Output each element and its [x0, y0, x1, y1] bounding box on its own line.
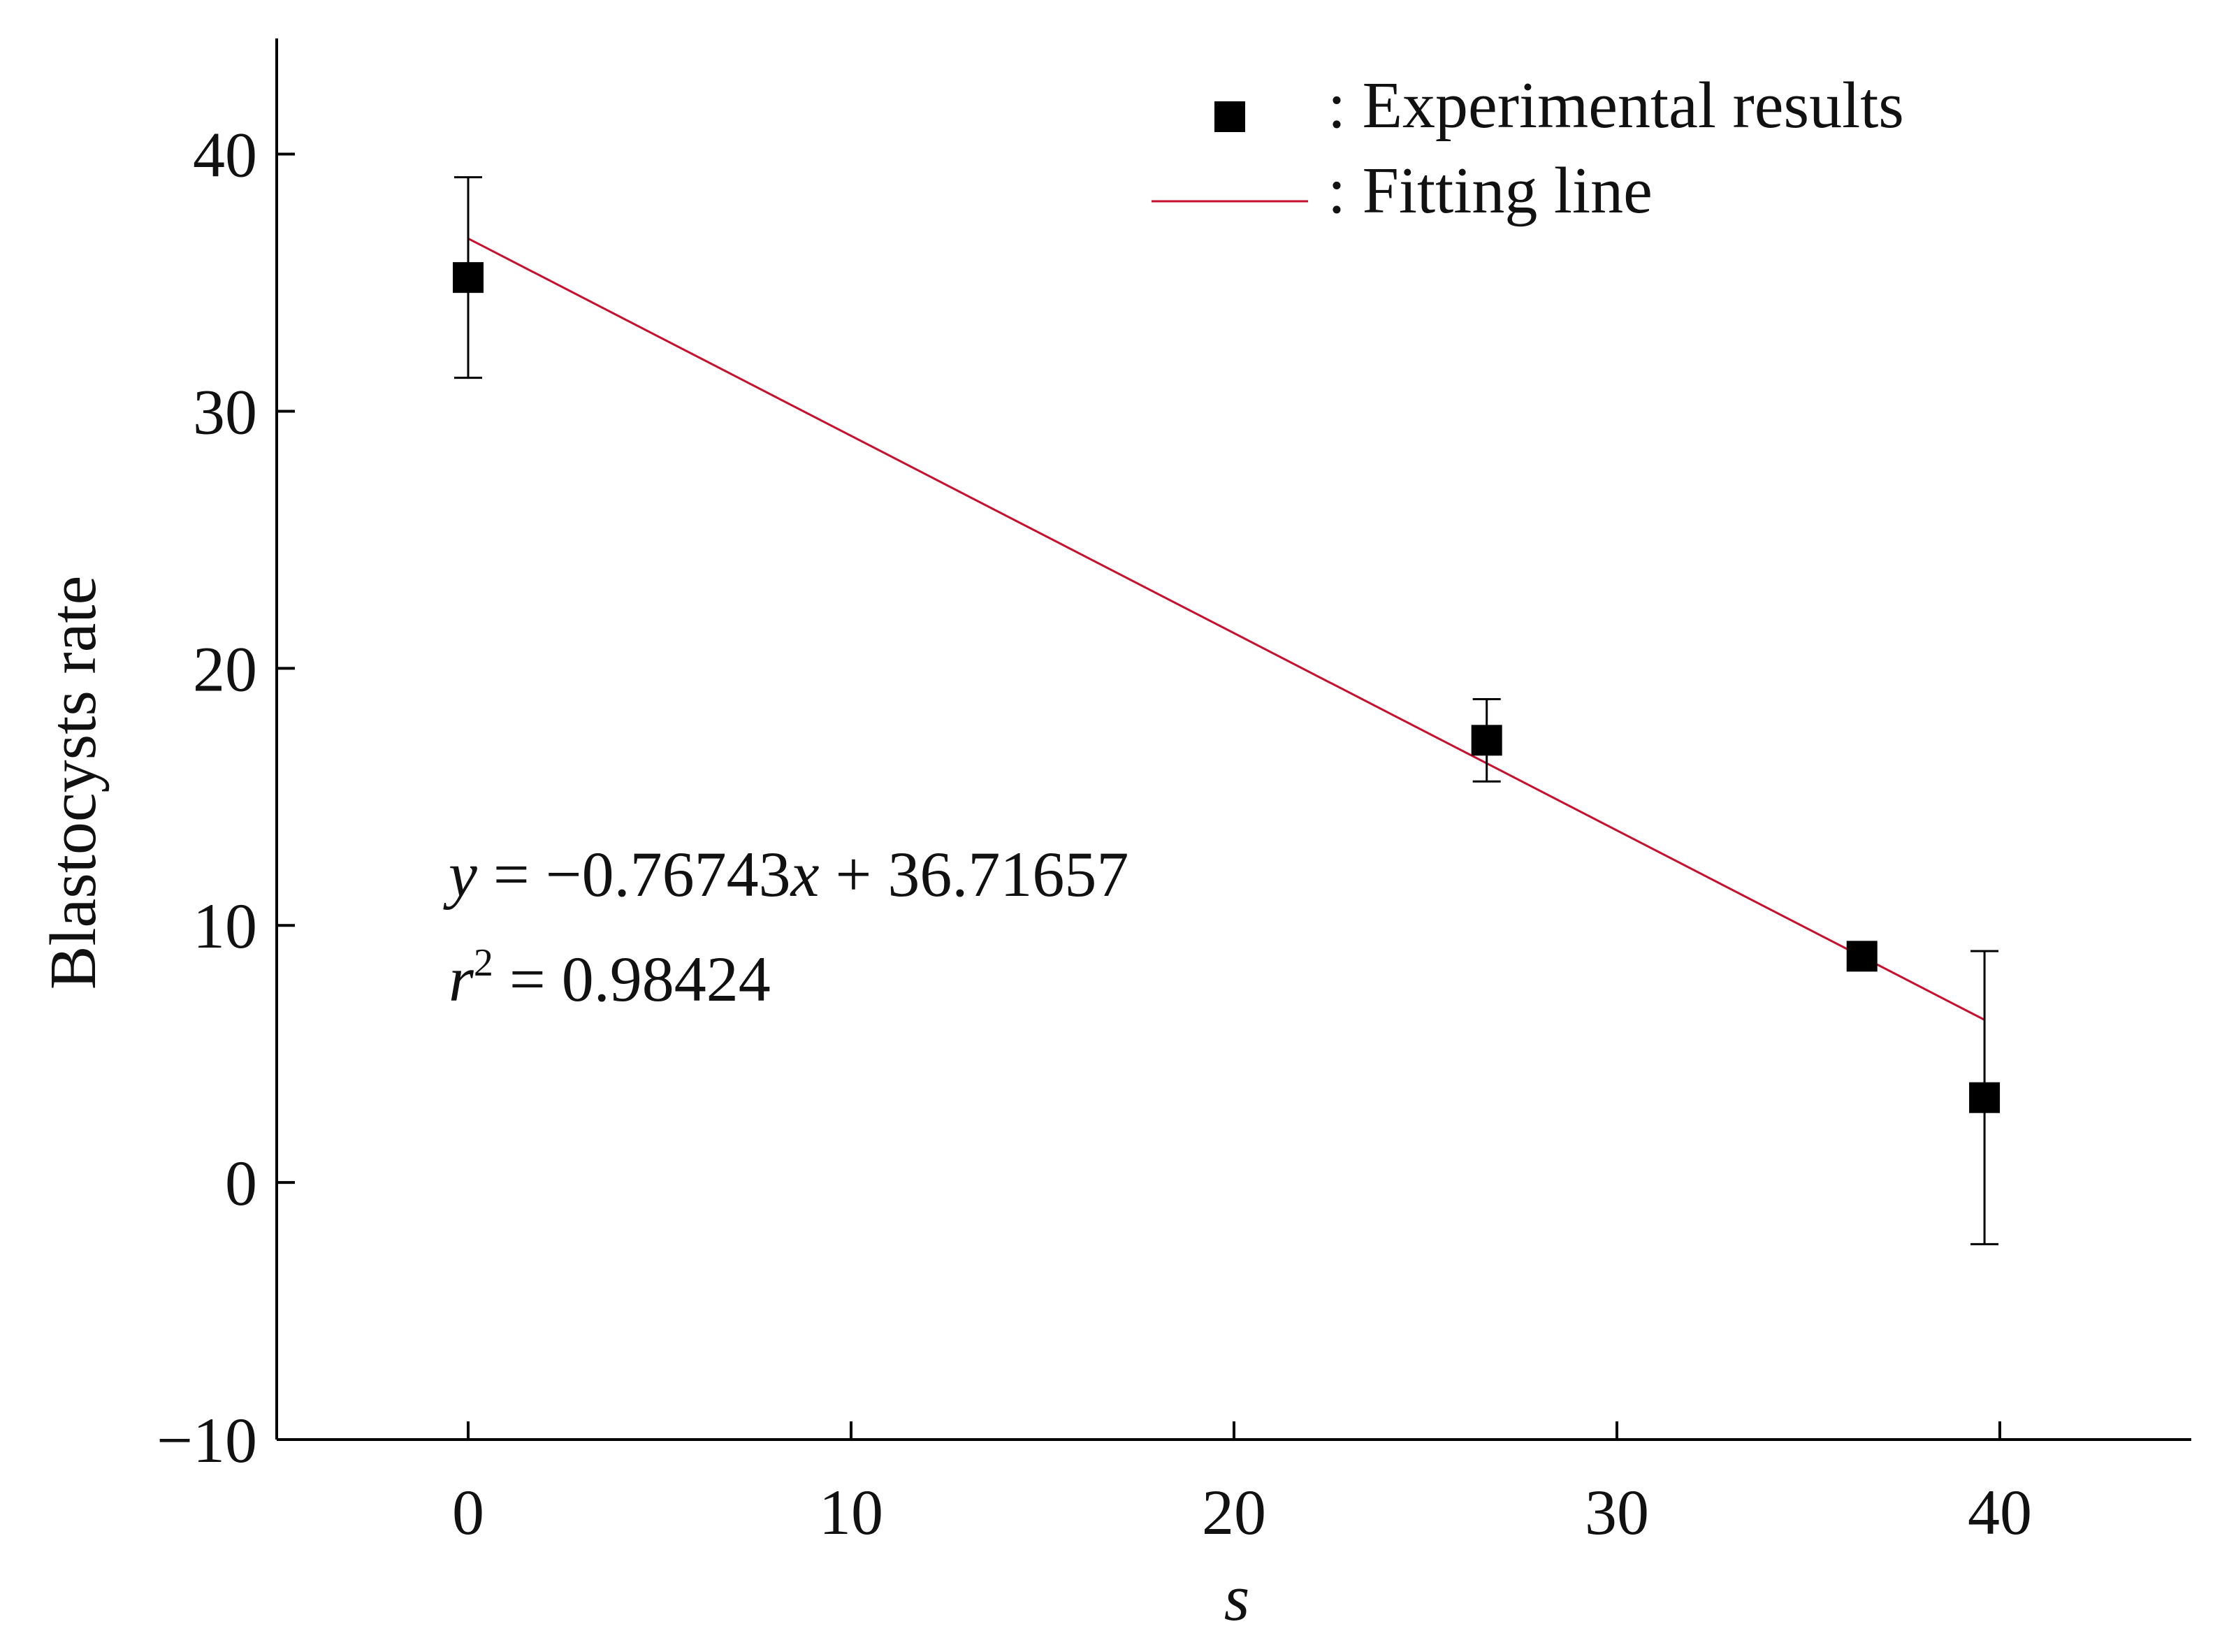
y-axis-label: Blastocysts rate	[37, 576, 110, 990]
y-tick-label: 30	[193, 376, 257, 447]
equation-x-var: x	[790, 839, 820, 910]
data-points-layer	[453, 176, 2001, 1245]
r-squared-annotation: r2 = 0.98424	[449, 941, 771, 1015]
y-tick-label: 0	[225, 1147, 257, 1219]
r-squared-superscript: 2	[474, 941, 493, 985]
equation-intercept-part: + 36.71657	[819, 839, 1128, 910]
data-point-marker	[453, 262, 484, 294]
r-squared-var: r	[449, 943, 474, 1015]
x-tick-label: 0	[452, 1477, 484, 1548]
legend-label-experimental: : Experimental results	[1328, 69, 1904, 142]
fitting-line-layer	[467, 238, 1985, 1021]
x-tick-label: 10	[819, 1477, 883, 1548]
y-tick-label: 20	[193, 633, 257, 704]
y-tick-label: 10	[193, 890, 257, 962]
y-tick-label: −10	[157, 1405, 257, 1476]
tick-marks: 0 10 20 30 40 −10 0 10 20 30 40	[157, 119, 2032, 1548]
x-tick-label: 30	[1585, 1477, 1649, 1548]
x-tick-label: 40	[1968, 1477, 2032, 1548]
axes	[275, 38, 2191, 1441]
x-tick-label: 20	[1202, 1477, 1266, 1548]
data-point-marker	[1846, 941, 1878, 972]
y-tick-label: 40	[193, 119, 257, 191]
data-point-marker	[1471, 725, 1502, 756]
fitting-line	[467, 238, 1985, 1021]
equation-y-var: y	[443, 839, 477, 910]
equation-slope-part: = −0.76743	[477, 839, 791, 910]
legend-label-fitting-line: : Fitting line	[1328, 154, 1653, 227]
legend: : Experimental results : Fitting line	[1152, 69, 1904, 227]
legend-marker-experimental	[1214, 101, 1245, 132]
regression-equation: y = −0.76743x + 36.71657	[443, 839, 1128, 910]
data-point-marker	[1969, 1082, 2001, 1113]
x-axis-label: s	[1224, 1562, 1250, 1635]
r-squared-value: = 0.98424	[493, 943, 771, 1015]
